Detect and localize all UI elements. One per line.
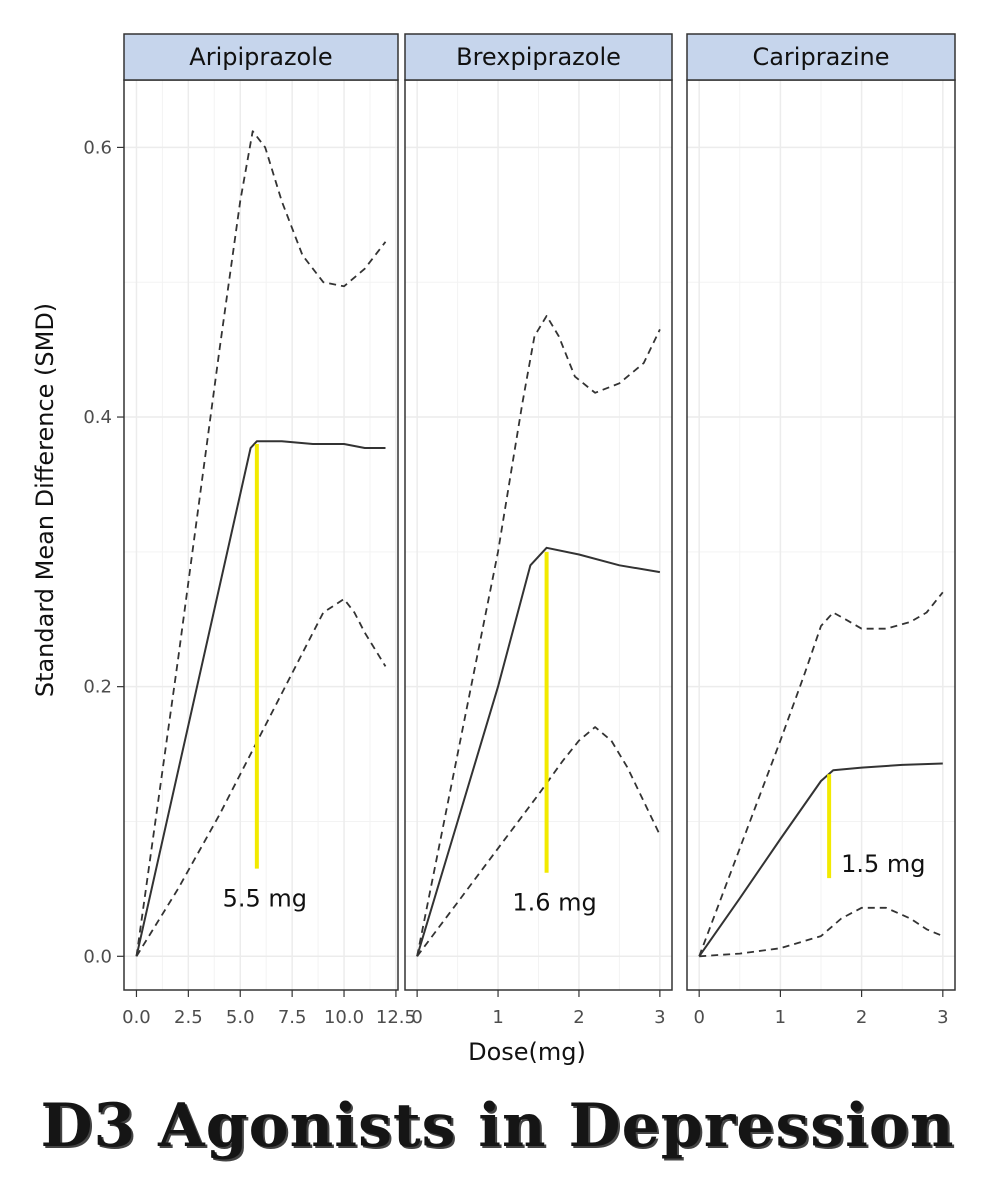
x-tick-label: 10.0 (324, 1007, 364, 1028)
strip-header (686, 33, 956, 81)
panel-cariprazine: 1.5 mg Cariprazine 0 1 2 3 (686, 33, 956, 1028)
x-tick-label: 3 (937, 1007, 948, 1028)
x-tick-label: 12.5 (376, 1007, 416, 1028)
strip-label: Brexpiprazole (456, 43, 621, 71)
strip-label: Cariprazine (752, 43, 889, 71)
strip-header (123, 33, 399, 81)
confidence-bound-line (416, 726, 661, 957)
y-tick-label: 0.2 (83, 677, 112, 698)
panel-aripiprazole: 5.5 mg Aripiprazole 0.0 2.5 5.0 7.5 10.0 12.5 (122, 33, 416, 1028)
x-tick-label: 0.0 (122, 1007, 151, 1028)
x-tick-label: 0 (693, 1007, 704, 1028)
y-tick-label: 0.6 (83, 137, 112, 158)
y-tick-label: 0.0 (83, 946, 112, 967)
dose-marker-label: 1.5 mg (841, 850, 925, 878)
confidence-bound-line (135, 598, 387, 957)
y-axis-title: Standard Mean Difference (SMD) (31, 303, 59, 697)
x-tick-label: 0 (411, 1007, 422, 1028)
confidence-bound-line (135, 130, 387, 957)
x-axis-title: Dose(mg) (468, 1038, 586, 1066)
confidence-bound-line (698, 591, 944, 957)
banner-title: D3 Agonists in Depression (40, 1091, 955, 1161)
smd-estimate-line (416, 546, 661, 957)
y-axis: 0.0 0.2 0.4 0.6 (83, 137, 124, 967)
x-tick-label: 2.5 (174, 1007, 203, 1028)
dose-marker-label: 5.5 mg (223, 885, 307, 913)
strip-header (404, 33, 673, 81)
confidence-bound-line (416, 314, 661, 957)
y-tick-label: 0.4 (83, 407, 112, 428)
x-tick-label: 5.0 (226, 1007, 255, 1028)
smd-estimate-line (135, 440, 386, 957)
x-tick-label: 1 (775, 1007, 786, 1028)
smd-estimate-line (698, 762, 943, 957)
dose-marker-label: 1.6 mg (512, 889, 596, 917)
x-tick-label: 3 (654, 1007, 665, 1028)
panel-background (124, 80, 398, 990)
strip-label: Aripiprazole (189, 43, 332, 71)
confidence-bound-line (699, 906, 944, 958)
x-tick-label: 2 (573, 1007, 584, 1028)
panel-brexpiprazole: 1.6 mg Brexpiprazole 0 1 2 3 (404, 33, 673, 1028)
x-tick-label: 2 (856, 1007, 867, 1028)
x-tick-label: 1 (492, 1007, 503, 1028)
x-tick-label: 7.5 (278, 1007, 307, 1028)
